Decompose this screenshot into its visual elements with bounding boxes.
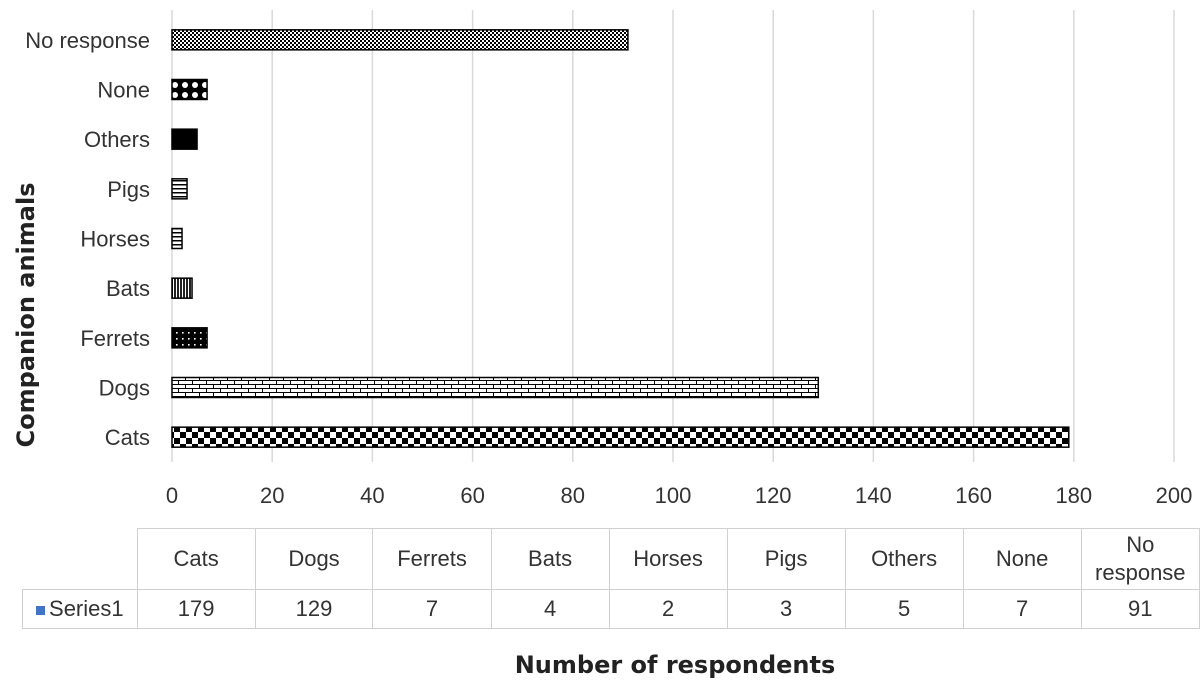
table-value-cell: 129 xyxy=(254,589,374,629)
series-name: Series1 xyxy=(49,596,124,621)
bars xyxy=(171,29,1070,448)
data-table: Cats Dogs Ferrets Bats Horses Pigs Others None N… xyxy=(22,528,1200,629)
table-value-cell: 3 xyxy=(726,589,846,629)
category-label: Pigs xyxy=(107,177,150,202)
x-tick-label: 120 xyxy=(755,483,792,508)
x-tick-label: 140 xyxy=(855,483,892,508)
x-tick-label: 0 xyxy=(166,483,178,508)
category-label: Cats xyxy=(105,425,150,450)
category-label: None xyxy=(97,78,150,103)
bar-ferrets xyxy=(171,327,208,349)
category-label: Others xyxy=(84,127,150,152)
bar-no-response xyxy=(171,29,629,51)
table-header-cell: None xyxy=(962,528,1082,590)
table-value-cell: 179 xyxy=(136,589,256,629)
table-value-cell: 2 xyxy=(608,589,728,629)
x-tick-label: 20 xyxy=(260,483,284,508)
category-label: Bats xyxy=(106,276,150,301)
series-legend-key xyxy=(36,605,46,615)
table-value-cell: 5 xyxy=(844,589,964,629)
data-table-series-row: Series1 179 129 7 4 2 3 5 7 91 xyxy=(22,589,1200,629)
table-header-cell: Bats xyxy=(490,528,610,590)
x-tick-label: 80 xyxy=(561,483,585,508)
table-header-cell: Pigs xyxy=(726,528,846,590)
category-label: Ferrets xyxy=(80,326,150,351)
table-value-cell: 7 xyxy=(372,589,492,629)
series-legend-cell: Series1 xyxy=(22,589,138,629)
table-value-cell: 91 xyxy=(1080,589,1200,629)
category-labels: Cats Dogs Ferrets Bats Horses Pigs Others None N… xyxy=(25,28,150,450)
data-table-header-row: Cats Dogs Ferrets Bats Horses Pigs Others None N… xyxy=(22,528,1200,590)
bar-none xyxy=(171,78,208,101)
table-header-cell: Cats xyxy=(136,528,256,590)
x-axis-title: Number of respondents xyxy=(515,651,836,679)
table-header-cell: Ferrets xyxy=(372,528,492,590)
table-header-cell: Others xyxy=(844,528,964,590)
bar-others xyxy=(171,128,198,150)
data-table-corner xyxy=(22,528,138,590)
bar-bats xyxy=(171,277,193,299)
y-axis-title: Companion animals xyxy=(12,183,40,448)
bar-pigs xyxy=(171,178,188,200)
table-header-cell: Horses xyxy=(608,528,728,590)
x-tick-label: 100 xyxy=(655,483,692,508)
table-header-cell: Dogs xyxy=(254,528,374,590)
grid xyxy=(171,10,1175,462)
x-tick-label: 180 xyxy=(1055,483,1092,508)
x-tick-label: 60 xyxy=(460,483,484,508)
bar-cats xyxy=(171,426,1070,448)
x-tick-labels: 0 20 40 60 80 100 120 140 160 180 200 xyxy=(166,483,1192,508)
table-value-cell: 4 xyxy=(490,589,610,629)
x-tick-label: 200 xyxy=(1156,483,1193,508)
bar-dogs xyxy=(171,376,820,399)
category-label: Horses xyxy=(80,227,150,252)
x-tick-label: 160 xyxy=(955,483,992,508)
bar-horses xyxy=(171,227,183,250)
category-label: Dogs xyxy=(99,376,150,401)
x-tick-label: 40 xyxy=(360,483,384,508)
table-header-cell: No response xyxy=(1080,528,1200,590)
category-label: No response xyxy=(25,28,150,53)
table-value-cell: 7 xyxy=(962,589,1082,629)
